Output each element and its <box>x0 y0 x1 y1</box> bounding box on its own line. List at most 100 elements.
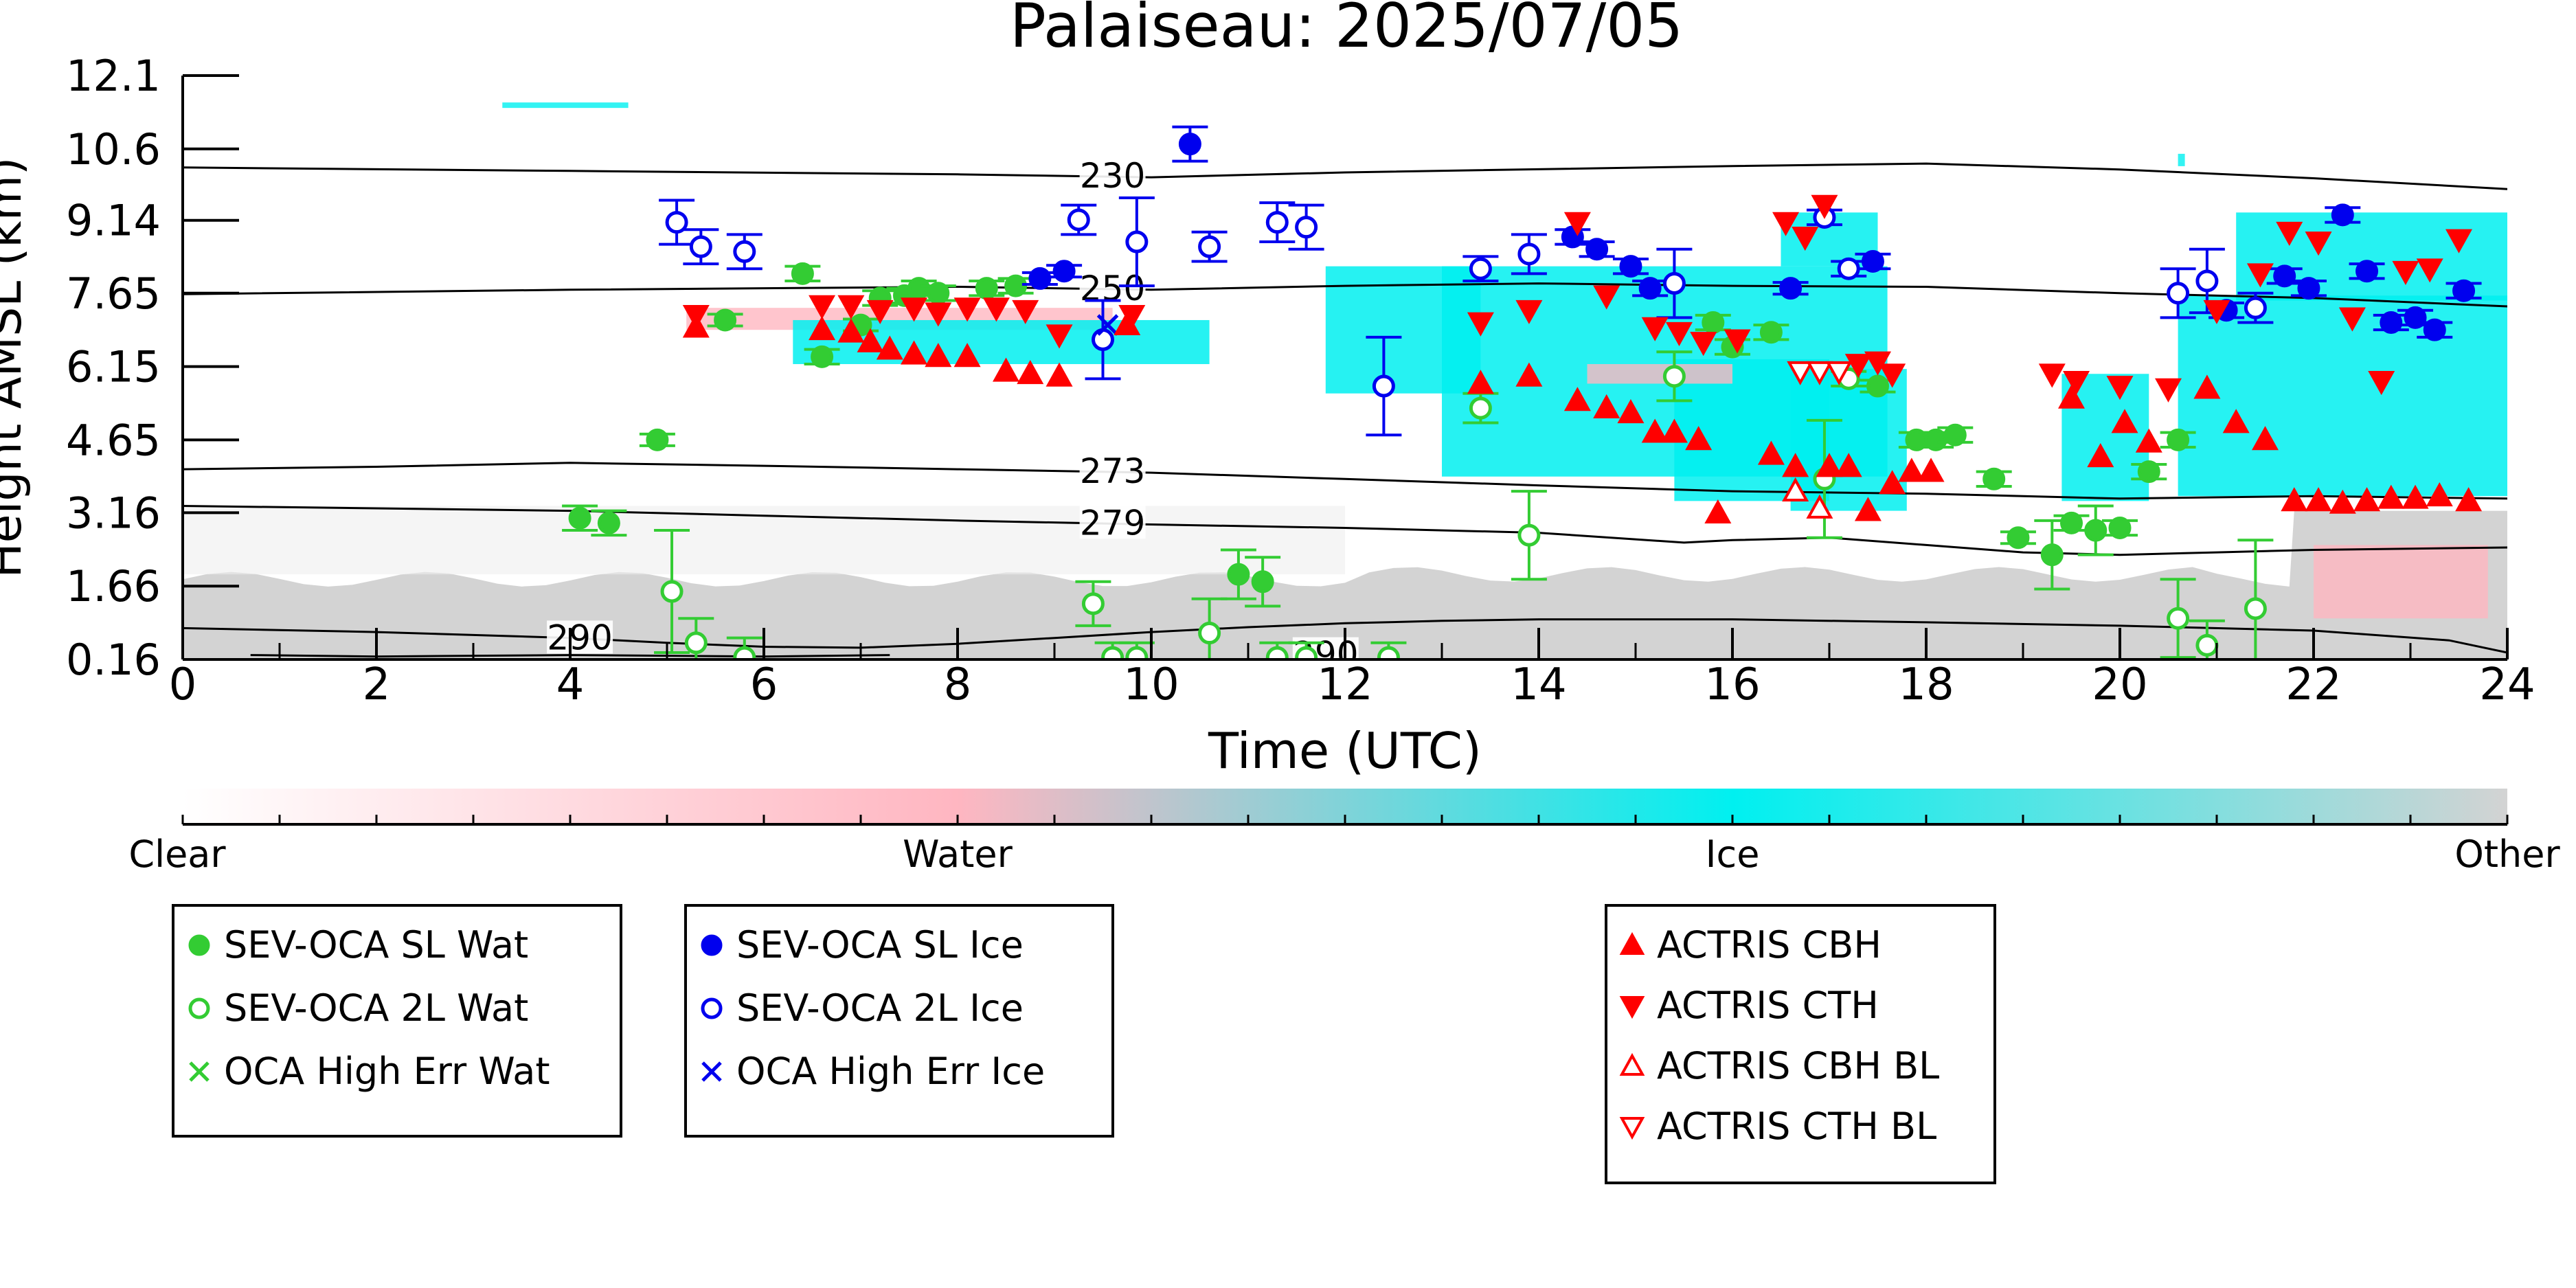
data-point <box>2377 484 2405 509</box>
data-point <box>927 282 950 305</box>
data-point <box>1096 314 1119 336</box>
data-point <box>1835 453 1862 477</box>
data-point <box>2007 526 2030 550</box>
data-point <box>682 304 710 330</box>
x-tick-label: 22 <box>2285 659 2341 710</box>
data-point <box>660 580 683 603</box>
legend-label: OCA High Err Ice <box>736 1050 1045 1093</box>
data-point <box>2416 258 2443 283</box>
legend-label: ACTRIS CTH <box>1657 984 1879 1027</box>
data-point <box>1690 332 1717 357</box>
data-point <box>1619 1052 1645 1076</box>
data-point <box>857 328 884 352</box>
isotherm-line <box>183 618 2507 654</box>
data-point <box>866 300 894 324</box>
data-point <box>1619 996 1645 1019</box>
data-point <box>1372 374 1395 398</box>
x-tick-label: 14 <box>1511 659 1566 710</box>
x-tick-label: 0 <box>169 659 197 710</box>
data-point <box>2305 231 2332 256</box>
data-point <box>809 295 836 319</box>
legend-label: SEV-OCA 2L Ice <box>736 986 1024 1030</box>
data-point <box>907 277 931 300</box>
isotherm-line <box>183 505 2507 556</box>
data-point <box>1125 646 1149 659</box>
data-point <box>2244 597 2267 620</box>
data-point <box>2058 384 2085 409</box>
cloud-phase-patch <box>2314 545 2488 619</box>
data-point <box>646 428 669 451</box>
data-point <box>1638 277 1662 300</box>
data-point <box>2063 371 2090 396</box>
legend-box: SEV-OCA SL Ice SEV-OCA 2L Ice OCA High Err… <box>684 904 1114 1138</box>
legend-frame <box>684 904 1114 1138</box>
data-point <box>1982 467 2006 490</box>
x-axis-label: Time (UTC) <box>1208 722 1482 780</box>
data-point <box>2222 409 2250 433</box>
data-point <box>733 240 756 263</box>
data-point <box>925 343 952 368</box>
data-point <box>953 297 981 322</box>
y-tick-label: 7.65 <box>66 269 161 319</box>
data-point <box>2452 279 2476 302</box>
data-point <box>2355 260 2379 283</box>
data-point <box>1772 212 1800 236</box>
data-point <box>2445 229 2472 253</box>
data-point <box>2380 311 2403 335</box>
data-point <box>1017 360 1044 385</box>
data-point <box>2193 374 2221 399</box>
data-point <box>1864 351 1891 376</box>
data-point <box>2426 482 2453 507</box>
data-point <box>876 335 903 360</box>
data-point <box>1467 370 1494 394</box>
x-tick-label: 6 <box>750 659 778 710</box>
data-point <box>809 315 836 341</box>
other-phase-speckle <box>183 506 1345 575</box>
isotherm-label-bg <box>1079 506 1146 539</box>
y-tick-label: 1.66 <box>66 561 161 611</box>
data-point <box>2297 277 2320 300</box>
data-point <box>1685 426 1713 451</box>
data-point <box>1844 354 1872 379</box>
data-point <box>2273 264 2296 288</box>
data-point <box>982 297 1010 322</box>
series-actris-cbh <box>682 310 2483 524</box>
data-point <box>701 1061 722 1082</box>
data-point <box>953 343 981 368</box>
data-point <box>901 340 928 365</box>
data-point <box>2276 221 2303 247</box>
data-point <box>689 235 712 258</box>
data-point <box>1265 646 1289 659</box>
x-tick-label: 24 <box>2479 659 2535 710</box>
series-oca-high-err-ice <box>1096 314 1119 336</box>
x-tick-label: 20 <box>2092 659 2147 710</box>
data-point <box>2084 519 2108 542</box>
legend-entry: ACTRIS CTH <box>1619 984 1879 1027</box>
legend-label: ACTRIS CBH <box>1657 923 1882 967</box>
data-point <box>1811 194 1838 219</box>
data-point <box>1943 423 1967 447</box>
data-point <box>1563 212 1591 236</box>
data-point <box>665 211 688 234</box>
data-point <box>1028 267 1052 290</box>
y-tick-label: 3.16 <box>66 488 161 538</box>
legend-frame <box>172 904 622 1138</box>
data-point <box>1641 418 1669 443</box>
legend-entry: ACTRIS CBH BL <box>1619 1044 1939 1087</box>
data-point <box>1704 499 1732 524</box>
data-point <box>1782 477 1809 501</box>
y-tick-label: 9.14 <box>66 196 161 246</box>
isotherm-label-bg <box>1079 159 1146 192</box>
x-tick-label: 18 <box>1898 659 1954 710</box>
data-point <box>1265 211 1289 234</box>
legend-entry: SEV-OCA 2L Ice <box>701 986 1024 1030</box>
legend-entry: ACTRIS CTH BL <box>1619 1105 1936 1148</box>
data-point <box>1517 242 1541 266</box>
colorbar-label-clear: Clear <box>128 833 226 876</box>
data-point <box>1665 321 1693 346</box>
legend-label: SEV-OCA 2L Wat <box>224 986 528 1030</box>
isotherm-label: 230 <box>1080 156 1145 196</box>
legend-box: ACTRIS CBH ACTRIS CTH ACTRIS CBH BL ACTRIS … <box>1605 904 1996 1184</box>
